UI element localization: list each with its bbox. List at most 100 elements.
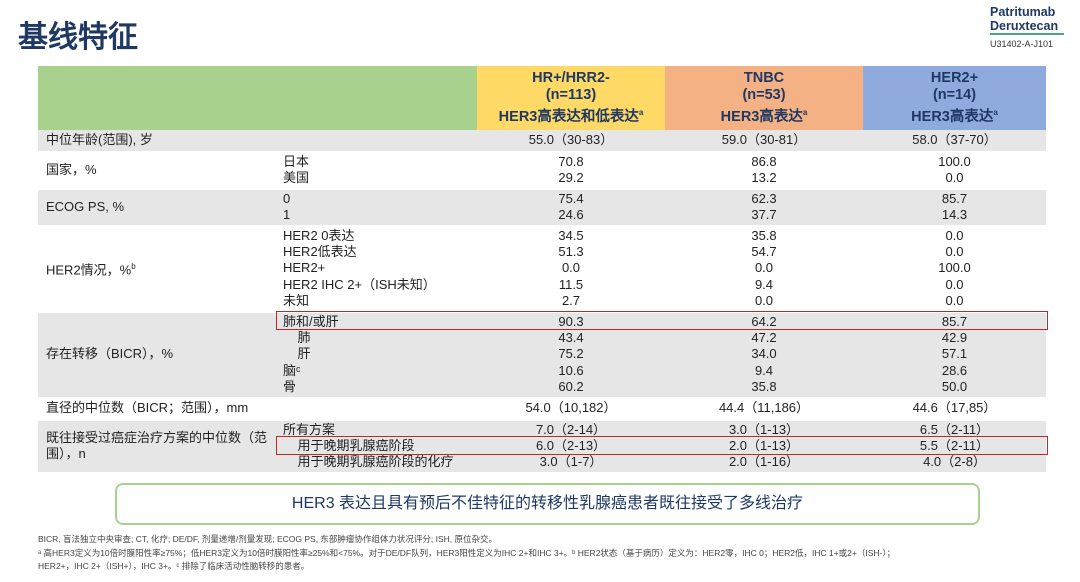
sublabel: 骨: [283, 379, 297, 395]
table-row: 存在转移（BICR），% 肺和/或肝 肺 肝脑ᶜ 骨 90.3 43.4 75.2 10.6…: [38, 311, 1046, 399]
value-cell: 34.5 51.3 0.0 11.5 2.7: [477, 225, 665, 313]
brand-logo: Patritumab Deruxtecan U31402-A-J101: [990, 5, 1064, 51]
sublabel: 肺: [283, 329, 311, 345]
key-message-callout: HER3 表达且具有预后不佳特征的转移性乳腺癌患者既往接受了多线治疗: [115, 483, 980, 525]
value: 2.0（1-16）: [728, 454, 800, 470]
study-code: U31402-A-J101: [990, 39, 1054, 49]
row-label: 中位年龄(范围), 岁: [38, 130, 275, 153]
row-sublabels: [275, 397, 477, 421]
value: 0.0: [945, 170, 964, 186]
value: 0.0: [561, 260, 581, 276]
brand-name-line2: Deruxtecan: [990, 19, 1064, 35]
row-sublabels: 日本 美国: [275, 152, 477, 190]
value: 85.7: [941, 313, 968, 329]
value: 37.7: [751, 207, 777, 223]
footnotes: BICR, 盲法独立中央审查; CT, 化疗; DE/DF, 剂量递增/剂量发现…: [38, 533, 895, 574]
table-row: 中位年龄(范围), 岁 55.0（30-83） 59.0（30-81） 58.0（37…: [38, 130, 1046, 153]
value-cell: 70.8 29.2: [477, 152, 665, 190]
value: 2.7: [561, 293, 581, 309]
table-row: ECOG PS, % 0 1 75.4 24.6 62.3 37.7 85.7 14.3: [38, 188, 1046, 227]
value: 75.2: [558, 346, 584, 362]
value: 60.2: [558, 379, 584, 395]
value: 6.5（2-11）: [919, 421, 990, 437]
brand-name-line1: Patritumab: [990, 5, 1056, 19]
value: 7.0（2-14）: [535, 421, 607, 437]
sublabel: 未知: [283, 293, 310, 309]
row-sublabels: 肺和/或肝 肺 肝脑ᶜ 骨: [275, 311, 477, 399]
sublabel: 用于晚期乳腺癌阶段的化疗: [283, 454, 454, 470]
row-label: 直径的中位数（BICR；范围），mm: [38, 397, 275, 421]
sublabel: HER2 IHC 2+（ISH未知）: [283, 276, 436, 292]
value-cell: 55.0（30-83）: [477, 130, 665, 153]
value: 43.4: [558, 329, 584, 345]
sublabel: HER2低表达: [283, 243, 357, 259]
value: 64.2: [751, 313, 777, 329]
footnote-a-b: ᵃ 高HER3定义为10倍时膜阳性率≥75%；低HER3定义为10倍时膜阳性率≥…: [38, 547, 896, 558]
value: 100.0: [938, 153, 971, 169]
sublabel: 美国: [283, 170, 310, 186]
value: 0.0: [945, 243, 964, 259]
value: 0.0: [754, 293, 774, 309]
value-cell: 0.0 0.0 100.0 0.0 0.0: [863, 225, 1046, 313]
sublabel: HER2+: [283, 260, 326, 276]
value: 28.6: [941, 362, 968, 378]
value: 70.8: [558, 153, 584, 169]
value: 0.0: [945, 227, 964, 243]
sublabel: 1: [283, 207, 291, 223]
value: 47.2: [751, 329, 777, 345]
value: 2.0（1-13）: [728, 437, 800, 453]
table-row: 直径的中位数（BICR；范围），mm 54.0（10,182） 44.4（11,18…: [38, 397, 1046, 421]
value: 35.8: [751, 379, 777, 395]
value: 3.0（1-7）: [539, 454, 603, 470]
header-tnbc: TNBC (n=53) HER3高表达a: [665, 66, 863, 130]
sublabel: 脑ᶜ: [283, 362, 301, 378]
row-label: 既往接受过癌症治疗方案的中位数（范围），n: [38, 419, 275, 474]
value-cell: 62.3 37.7: [665, 188, 863, 227]
value-cell: 75.4 24.6: [477, 188, 665, 227]
value: 0.0: [754, 260, 774, 276]
value: 44.6（17,85）: [912, 400, 997, 416]
footnote-abbreviations: BICR, 盲法独立中央审查; CT, 化疗; DE/DF, 剂量递增/剂量发现…: [38, 534, 498, 544]
value: 58.0（37-70）: [912, 132, 997, 148]
value-cell: 85.7 14.3: [863, 188, 1046, 227]
value: 59.0（30-81）: [721, 132, 807, 148]
footnote-c: HER2+，IHC 2+（ISH+），IHC 3+。ᶜ 排除了临床活动性脑转移的…: [38, 561, 310, 571]
page-title: 基线特征: [18, 21, 138, 54]
header-hr-positive: HR+/HRR2- (n=113) HER3高表达和低表达a: [477, 66, 665, 130]
value-cell: 59.0（30-81）: [665, 130, 863, 153]
value: 3.0（1-13）: [728, 421, 800, 437]
row-label: ECOG PS, %: [38, 188, 275, 227]
value-cell: 58.0（37-70）: [863, 130, 1046, 153]
sublabel: HER2 0表达: [283, 227, 355, 243]
value: 85.7: [941, 190, 968, 206]
value-cell: 86.8 13.2: [665, 152, 863, 190]
value: 54.0（10,182）: [525, 400, 617, 416]
value: 29.2: [558, 170, 584, 186]
value-cell: 85.7 42.9 57.1 28.6 50.0: [863, 311, 1046, 399]
row-sublabels: [275, 130, 477, 153]
value-cell: 6.5（2-11） 5.5（2-11） 4.0（2-8）: [863, 419, 1046, 474]
value-cell: 90.3 43.4 75.2 10.6 60.2: [477, 311, 665, 399]
value-cell: 3.0（1-13） 2.0（1-13） 2.0（1-16）: [665, 419, 863, 474]
sublabel: 肺和/或肝: [283, 313, 339, 329]
table-row: 国家，% 日本 美国 70.8 29.2 86.8 13.2 100.0 0.0: [38, 152, 1046, 190]
value: 4.0（2-8）: [923, 454, 986, 470]
value-cell: 35.8 54.7 0.0 9.4 0.0: [665, 225, 863, 313]
value: 34.0: [751, 346, 777, 362]
value: 5.5（2-11）: [919, 437, 990, 453]
row-label: 存在转移（BICR），%: [38, 311, 275, 399]
value: 35.8: [751, 227, 777, 243]
table-row: 既往接受过癌症治疗方案的中位数（范围），n 所有方案 用于晚期乳腺癌阶段 用于晚期…: [38, 419, 1046, 474]
sublabel: 日本: [283, 153, 310, 169]
header-her2-positive: HER2+ (n=14) HER3高表达a: [863, 66, 1046, 130]
value: 86.8: [751, 153, 777, 169]
value: 54.7: [751, 243, 777, 259]
value: 0.0: [945, 276, 964, 292]
row-label: 国家，%: [38, 152, 275, 190]
table-row: HER2情况，%b HER2 0表达 HER2低表达 HER2+ HER2 IHC 2+…: [38, 225, 1046, 313]
value: 10.6: [558, 362, 584, 378]
value: 57.1: [941, 346, 968, 362]
sublabel: 肝: [283, 346, 311, 362]
row-sublabels: HER2 0表达 HER2低表达 HER2+ HER2 IHC 2+（ISH未知） 未知: [275, 225, 477, 313]
value-cell: 44.4（11,186）: [665, 397, 863, 421]
